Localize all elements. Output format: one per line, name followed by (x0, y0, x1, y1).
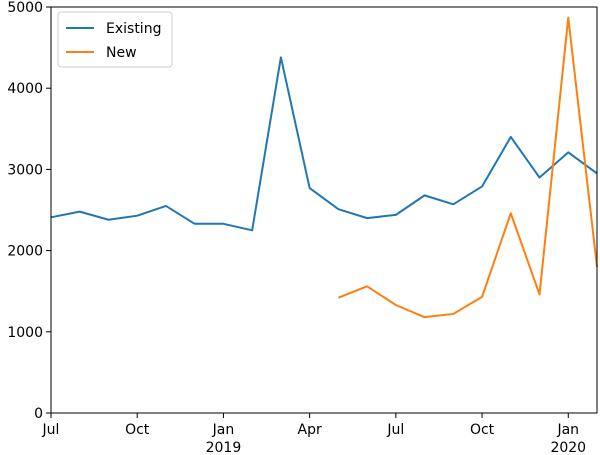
x-tick-label: Oct (125, 422, 150, 438)
y-tick-label: 4000 (7, 81, 43, 97)
x-tick-year-label: 2019 (206, 440, 242, 455)
x-tick-label: Oct (470, 422, 495, 438)
x-tick-label: Jul (42, 422, 60, 438)
y-tick-label: 2000 (7, 244, 43, 260)
legend-label-existing: Existing (106, 21, 161, 37)
legend-label-new: New (106, 45, 137, 61)
plot-frame (50, 6, 598, 414)
x-axis: Jul Oct Jan 2019 Apr Jul Oct Jan 2020 (42, 413, 586, 455)
x-tick-label: Jan (212, 422, 235, 438)
y-tick-label: 1000 (7, 325, 43, 341)
legend-box (57, 11, 173, 68)
x-tick-label: Jul (386, 422, 404, 438)
x-tick-year-label: 2020 (550, 440, 586, 455)
x-tick-label: Jan (556, 422, 579, 438)
y-tick-label: 0 (34, 406, 43, 422)
series-line-existing (50, 56, 598, 232)
y-axis: 0 1000 2000 3000 4000 5000 (7, 0, 51, 422)
legend: Existing New (57, 11, 173, 68)
series-layer (50, 16, 598, 319)
x-tick-label: Apr (298, 422, 322, 438)
y-tick-label: 5000 (7, 0, 43, 16)
series-line-new (338, 16, 598, 319)
y-tick-label: 3000 (7, 162, 43, 178)
